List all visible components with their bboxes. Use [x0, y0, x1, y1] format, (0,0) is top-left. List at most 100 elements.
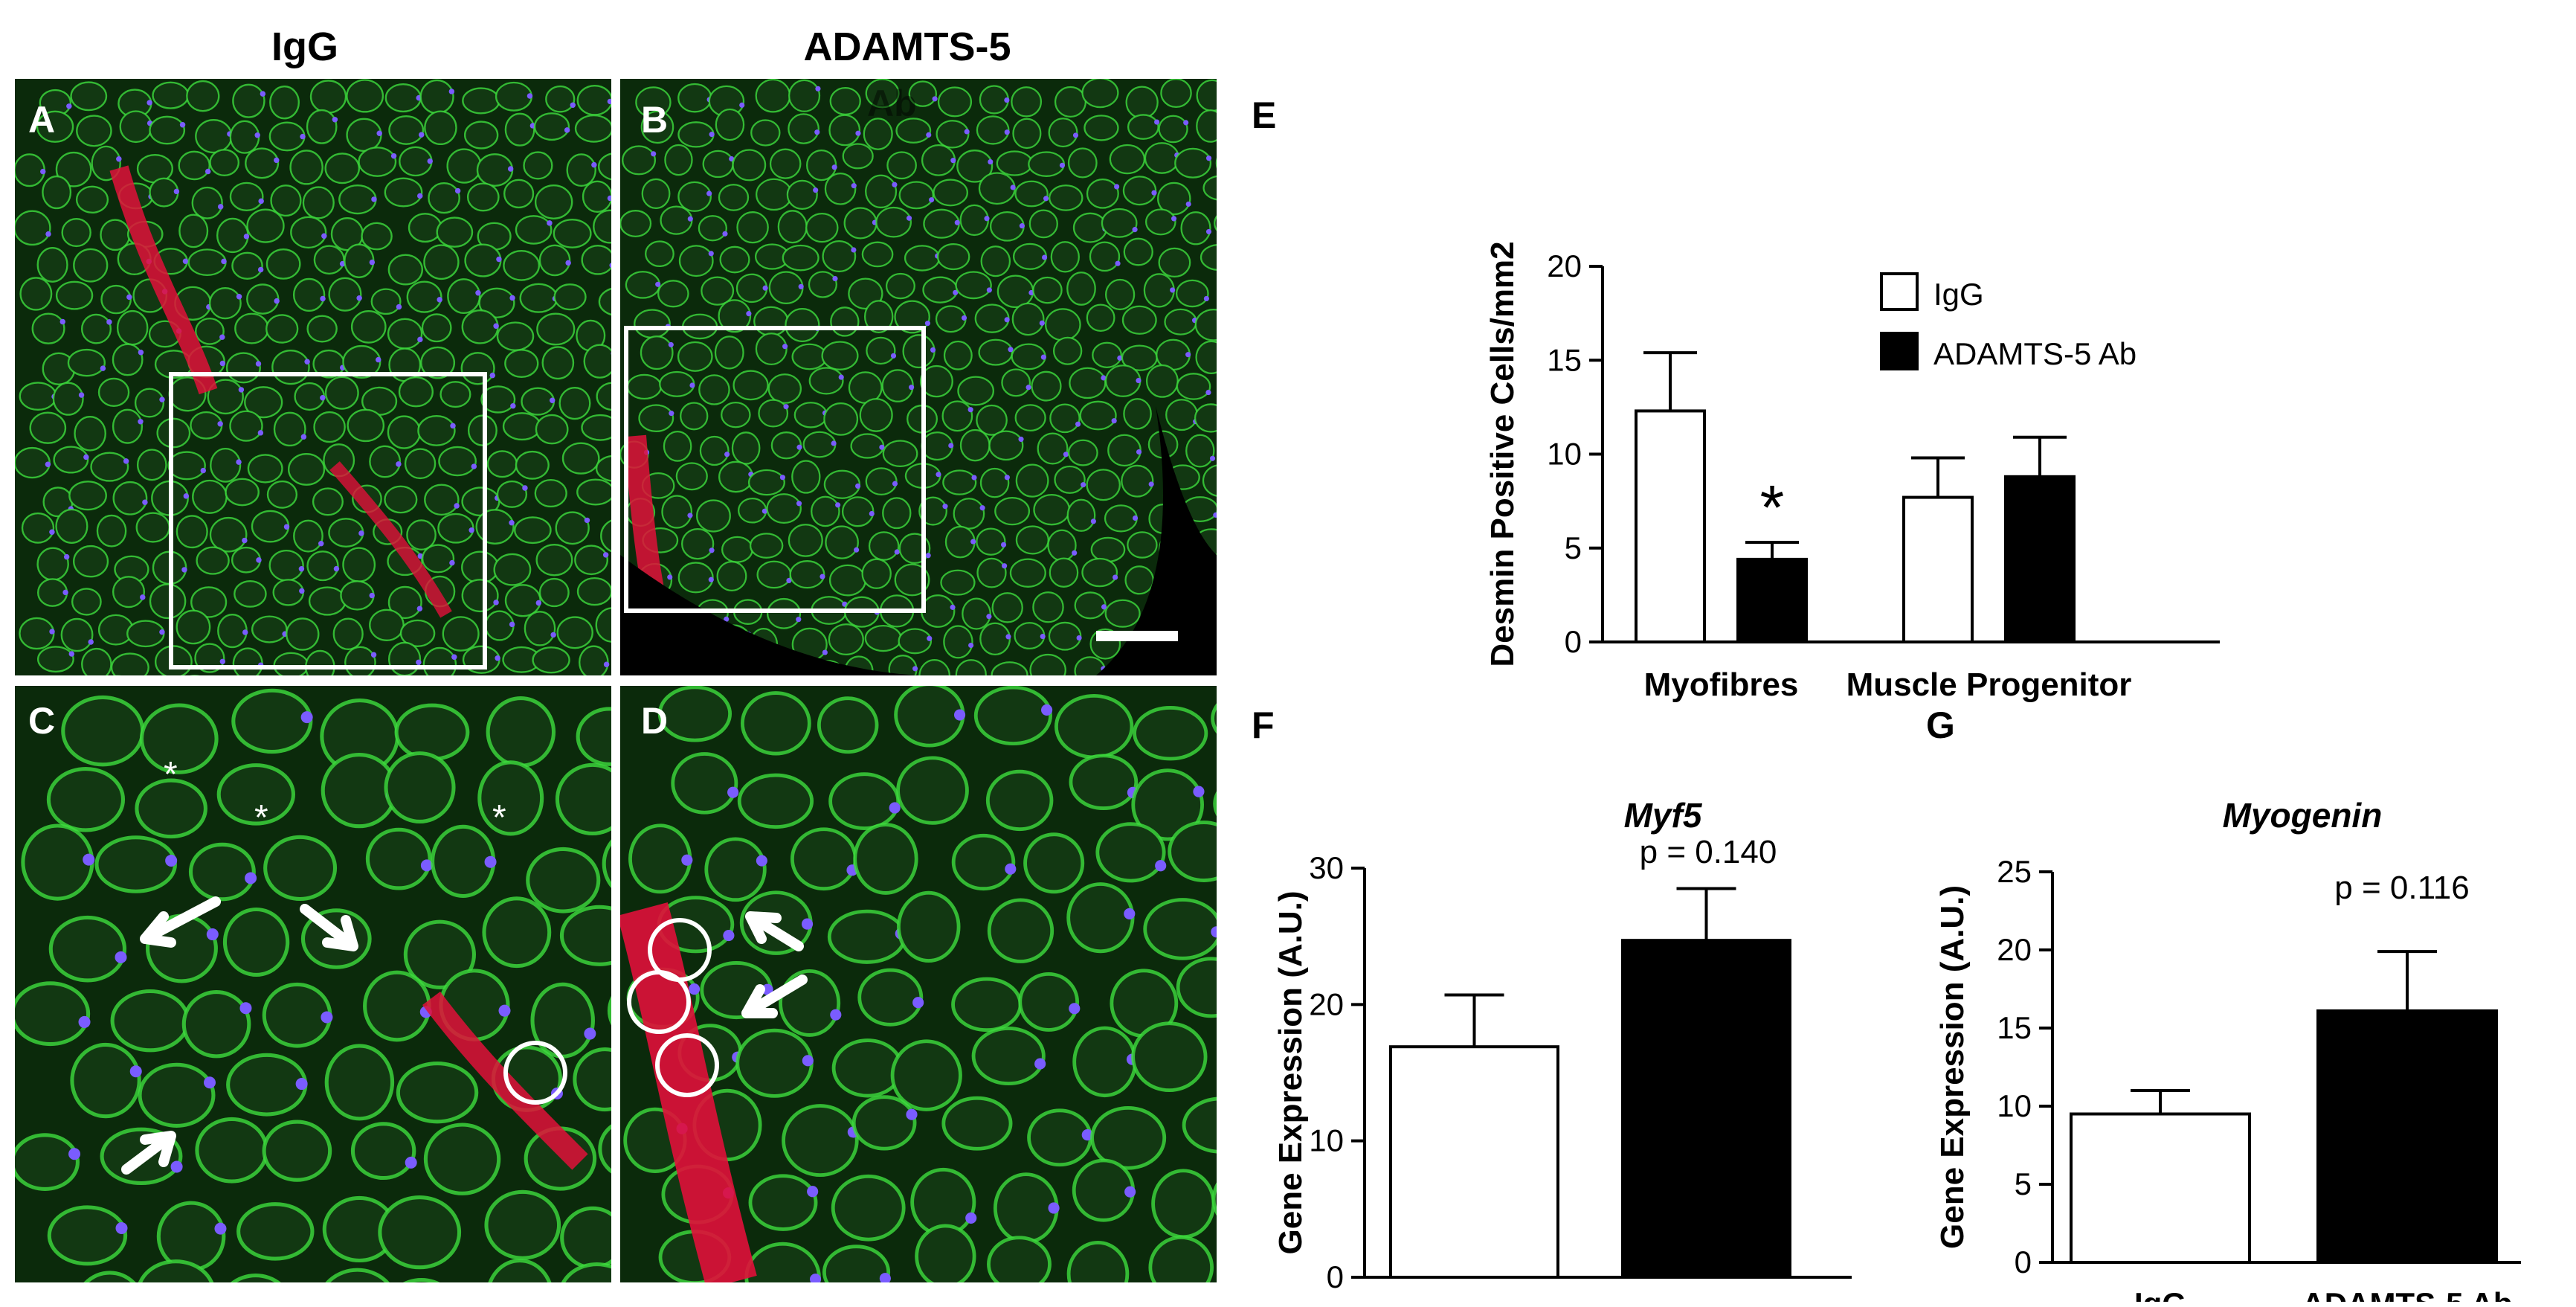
myofibre [136, 449, 167, 481]
y-tick-label: 0 [1565, 624, 1582, 659]
myofibre [808, 271, 837, 298]
myofibre [933, 179, 968, 207]
myofibre [576, 577, 611, 606]
myofibre [504, 349, 539, 378]
nucleus [243, 234, 250, 240]
myofibre [265, 248, 301, 280]
chart-g-svg: Myogenin 0 5 10 15 20 25 Gene Expression (A.U.)… [1934, 796, 2521, 1307]
y-tick-label: 5 [2015, 1166, 2032, 1201]
nucleus [1090, 518, 1096, 524]
myofibre [1067, 147, 1098, 179]
myofibre [116, 309, 149, 346]
myofibre [740, 691, 811, 756]
myofibre [626, 373, 662, 400]
nucleus [723, 929, 735, 942]
myofibre [15, 981, 91, 1047]
myofibre [875, 206, 912, 238]
myofibre [657, 686, 732, 742]
myofibre [841, 496, 875, 527]
nucleus [1111, 418, 1117, 424]
nucleus [493, 600, 499, 606]
myofibre [1158, 115, 1188, 144]
nucleus [489, 372, 496, 379]
myofibre [817, 696, 879, 754]
nucleus [953, 709, 966, 721]
nucleus [396, 304, 402, 310]
myofibre [265, 314, 299, 344]
arrow-icon [140, 896, 221, 948]
myofibre [828, 623, 864, 656]
myofibre [1194, 403, 1217, 433]
nucleus [68, 651, 75, 657]
myofibre [263, 835, 338, 902]
micrograph-d [620, 686, 1217, 1282]
nucleus [100, 365, 106, 371]
myofibre [822, 240, 857, 273]
nucleus [668, 341, 674, 347]
myofibre [918, 659, 951, 675]
nucleus [761, 508, 767, 514]
myofibre [555, 762, 611, 835]
myofibre [1202, 464, 1217, 497]
myofibre [1014, 404, 1046, 432]
myofibre [523, 151, 553, 180]
myofibre [478, 287, 515, 318]
myofibre [404, 448, 437, 480]
nucleus [468, 527, 474, 533]
nucleus [954, 219, 960, 225]
nucleus [1112, 574, 1118, 580]
myofibre [484, 610, 515, 641]
micrograph-c [15, 688, 611, 1282]
y-axis-label: Desmin Positive Cells/mm2 [1484, 241, 1521, 667]
nucleus [550, 632, 556, 638]
myofibre [842, 143, 874, 170]
myofibre [187, 248, 227, 277]
myofibre [504, 112, 535, 147]
nucleus [257, 266, 264, 273]
myofibre [251, 615, 288, 643]
myofibre [1127, 531, 1158, 559]
nucleus [890, 353, 897, 359]
nucleus [1010, 184, 1016, 190]
nucleus [1018, 436, 1024, 442]
myofibre [1158, 247, 1191, 278]
myofibre [1194, 308, 1217, 341]
myofibre [1014, 622, 1046, 650]
myofibre [645, 240, 674, 268]
myofibre [384, 751, 456, 823]
myofibre [597, 152, 611, 181]
myofibre [1164, 308, 1197, 335]
nucleus [78, 1015, 91, 1028]
myofibre [42, 175, 72, 210]
myofibre [55, 280, 94, 310]
myofibre [1072, 212, 1108, 243]
interstitial-band [422, 991, 588, 1170]
myofibre [915, 1224, 976, 1282]
nucleus [495, 655, 500, 661]
myofibre [1069, 367, 1107, 399]
myofibre [976, 557, 1007, 588]
nucleus [1205, 155, 1212, 161]
myofibre [19, 617, 55, 650]
myofibre [865, 79, 900, 109]
nucleus [179, 122, 186, 128]
myofibre [640, 335, 674, 370]
myofibre [1050, 241, 1080, 273]
myofibre [702, 150, 734, 179]
myofibre [755, 79, 791, 113]
myofibre [536, 312, 576, 346]
myofibre [1052, 336, 1083, 365]
myofibre [286, 617, 320, 651]
myofibre [718, 299, 752, 333]
myofibre [857, 968, 924, 1027]
myofibre [1011, 86, 1043, 118]
nucleus [126, 294, 132, 301]
myofibre [583, 344, 611, 379]
myofibre [344, 646, 376, 675]
myofibre [496, 480, 528, 508]
myofibre [225, 478, 260, 507]
nucleus [607, 98, 611, 105]
myofibre [714, 335, 744, 370]
myofibre [1122, 176, 1157, 206]
micrograph-panel-b: B Ab [620, 79, 1217, 675]
